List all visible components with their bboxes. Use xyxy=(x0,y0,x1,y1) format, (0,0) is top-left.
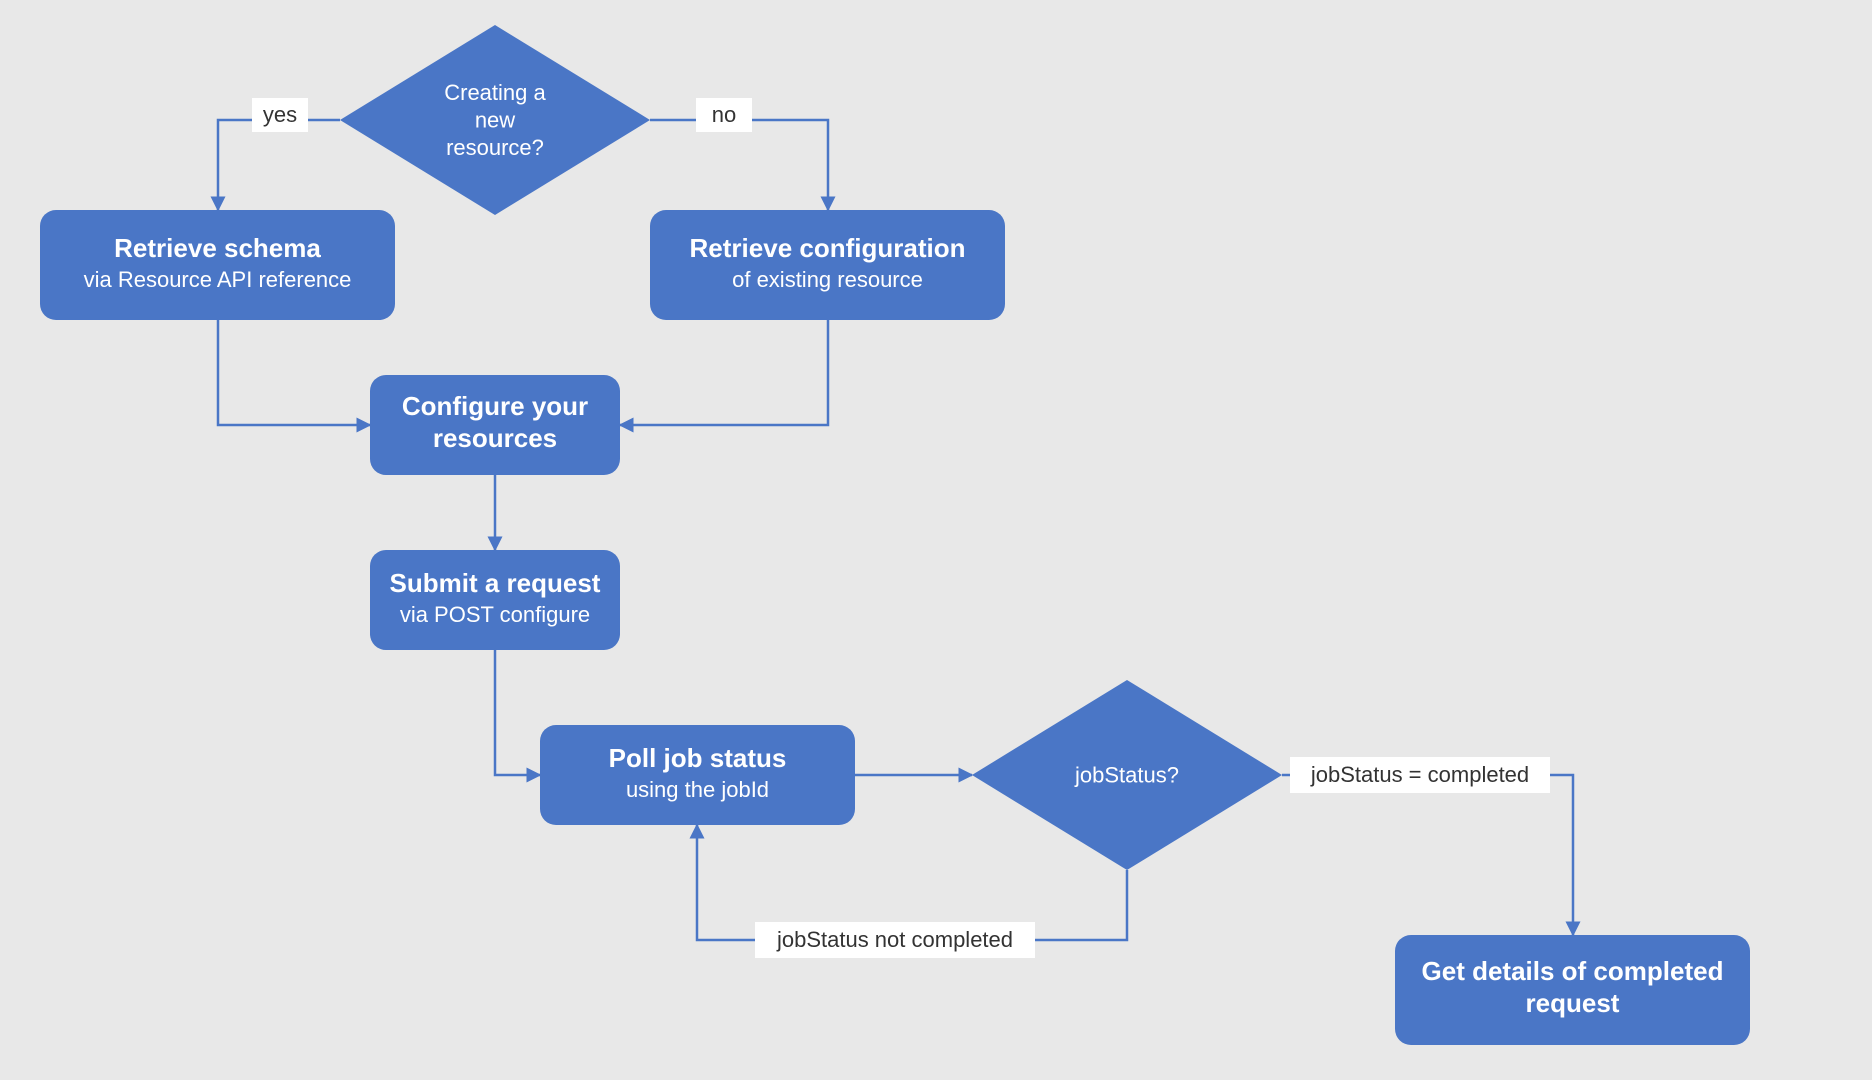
node-title: Get details of completed xyxy=(1422,956,1724,986)
flowchart-canvas: Creating a newresource? Retrieve schema via… xyxy=(0,0,1872,1080)
node-retrieve_schema: Retrieve schema via Resource API referenc… xyxy=(40,210,395,320)
node-subtitle: of existing resource xyxy=(732,267,923,292)
diamond-line: jobStatus? xyxy=(1074,763,1179,788)
edge-label-e_d2_loop: jobStatus not completed xyxy=(776,927,1013,952)
node-title: Configure your xyxy=(402,391,588,421)
node-title-line2: request xyxy=(1526,988,1620,1018)
edge-label-e_no: no xyxy=(712,102,736,127)
diamond-line: new xyxy=(475,108,515,133)
edge-label-e_yes: yes xyxy=(263,102,297,127)
node-poll: Poll job status using the jobId xyxy=(540,725,855,825)
diamond-line: Creating a xyxy=(444,80,546,105)
node-title: Retrieve configuration xyxy=(690,233,966,263)
node-subtitle: using the jobId xyxy=(626,777,769,802)
node-title: Poll job status xyxy=(609,743,787,773)
node-title-line2: resources xyxy=(433,423,557,453)
node-subtitle: via POST configure xyxy=(400,602,590,627)
node-subtitle: via Resource API reference xyxy=(84,267,352,292)
node-retrieve_config: Retrieve configuration of existing resour… xyxy=(650,210,1005,320)
edge-label-e_d2_done: jobStatus = completed xyxy=(1310,762,1529,787)
node-get_details: Get details of completedrequest xyxy=(1395,935,1750,1045)
node-title: Submit a request xyxy=(390,568,601,598)
node-configure: Configure yourresources xyxy=(370,375,620,475)
node-title: Retrieve schema xyxy=(114,233,321,263)
diamond-line: resource? xyxy=(446,135,544,160)
node-submit: Submit a request via POST configure xyxy=(370,550,620,650)
